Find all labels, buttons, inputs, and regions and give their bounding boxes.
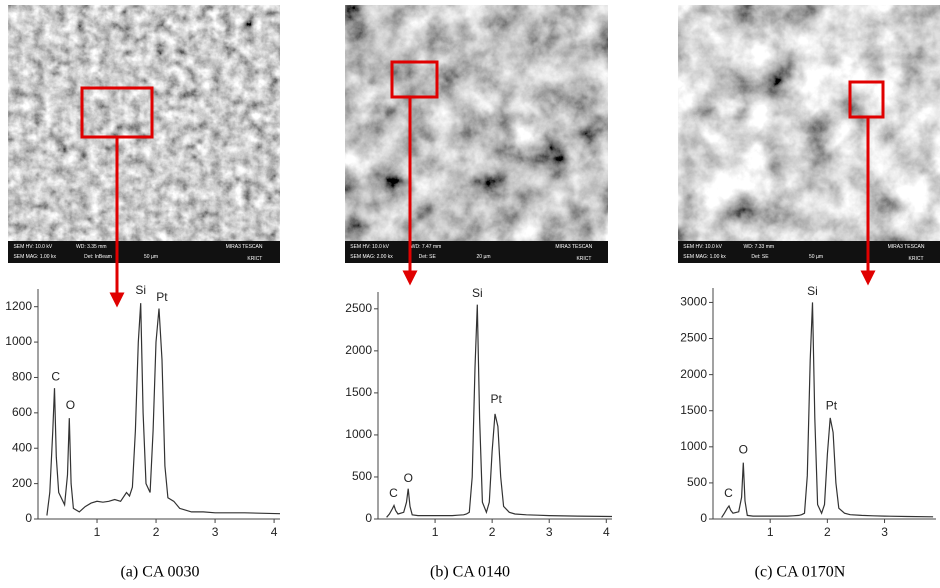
caption: (b) CA 0140 <box>430 564 510 581</box>
y-tick-label: 400 <box>12 440 32 454</box>
x-tick-label: 1 <box>767 525 774 539</box>
sem-label: WD: 3.35 mm <box>76 244 107 250</box>
y-tick-label: 2500 <box>680 331 707 345</box>
y-tick-label: 200 <box>12 476 32 490</box>
peak-label: C <box>51 370 60 384</box>
sem-image <box>8 5 280 263</box>
sem-label: MIRA3 TESCAN <box>555 244 592 250</box>
x-tick-label: 1 <box>432 525 439 539</box>
sem-label: SEM MAG: 1.00 kx <box>13 254 56 260</box>
peak-label: Si <box>472 286 483 300</box>
sem-label: 50 µm <box>809 254 823 260</box>
y-tick-label: 1200 <box>5 299 32 313</box>
sem-label: SEM MAG: 1.00 kx <box>683 254 726 260</box>
peak-label: Pt <box>826 399 838 413</box>
spectrum-line <box>721 302 934 518</box>
peak-label: C <box>724 486 733 500</box>
sem-label: SEM HV: 10.0 kV <box>350 244 389 250</box>
sem-label: SEM HV: 10.0 kV <box>683 244 722 250</box>
caption: (a) CA 0030 <box>120 564 199 581</box>
y-tick-label: 2500 <box>345 301 372 315</box>
sem-info-bar <box>678 241 940 263</box>
peak-label: Pt <box>156 290 168 304</box>
y-tick-label: 0 <box>700 511 707 525</box>
sem-label: Det: InBeam <box>84 254 112 260</box>
y-tick-label: 0 <box>25 511 32 525</box>
sem-label: Det: SE <box>419 254 437 260</box>
x-tick-label: 3 <box>881 525 888 539</box>
y-tick-label: 500 <box>352 469 372 483</box>
y-tick-label: 1500 <box>345 385 372 399</box>
x-tick-label: 2 <box>824 525 831 539</box>
y-tick-label: 2000 <box>345 343 372 357</box>
x-tick-label: 1 <box>94 525 101 539</box>
x-tick-label: 3 <box>212 525 219 539</box>
sem-label: KRICT <box>576 256 591 262</box>
sem-label: Det: SE <box>751 254 769 260</box>
sem-label: 50 µm <box>144 254 158 260</box>
peak-label: Si <box>135 283 146 297</box>
sem-label: SEM HV: 10.0 kV <box>13 244 52 250</box>
sem-label: KRICT <box>247 256 262 262</box>
y-tick-label: 800 <box>12 370 32 384</box>
roi-box <box>390 60 439 99</box>
y-tick-label: 1000 <box>680 439 707 453</box>
sem-info-bar <box>8 241 280 263</box>
y-tick-label: 500 <box>687 475 707 489</box>
x-tick-label: 4 <box>603 525 610 539</box>
sem-label: MIRA3 TESCAN <box>888 244 925 250</box>
x-tick-label: 2 <box>489 525 496 539</box>
sem-label: KRICT <box>909 256 924 262</box>
spectrum-line <box>46 303 281 516</box>
x-tick-label: 4 <box>271 525 278 539</box>
sem-image <box>345 5 608 263</box>
x-tick-label: 2 <box>153 525 160 539</box>
sem-label: WD: 7.47 mm <box>411 244 442 250</box>
peak-label: C <box>389 486 398 500</box>
y-tick-label: 2000 <box>680 367 707 381</box>
peak-label: O <box>404 471 413 485</box>
y-tick-label: 1500 <box>680 403 707 417</box>
spectrum-line <box>386 304 613 518</box>
y-tick-label: 600 <box>12 405 32 419</box>
x-tick-label: 3 <box>546 525 553 539</box>
y-tick-label: 3000 <box>680 295 707 309</box>
sem-label: WD: 7.33 mm <box>744 244 775 250</box>
peak-label: O <box>739 443 748 457</box>
sem-image <box>678 5 940 263</box>
peak-label: Si <box>807 284 818 298</box>
peak-label: O <box>66 398 75 412</box>
y-tick-label: 1000 <box>345 427 372 441</box>
y-tick-label: 1000 <box>5 334 32 348</box>
caption: (c) CA 0170N <box>755 564 846 581</box>
y-tick-label: 0 <box>365 511 372 525</box>
sem-label: 20 µm <box>477 254 491 260</box>
sem-label: MIRA3 TESCAN <box>226 244 263 250</box>
peak-label: Pt <box>490 392 502 406</box>
sem-label: SEM MAG: 2.00 kx <box>350 254 393 260</box>
